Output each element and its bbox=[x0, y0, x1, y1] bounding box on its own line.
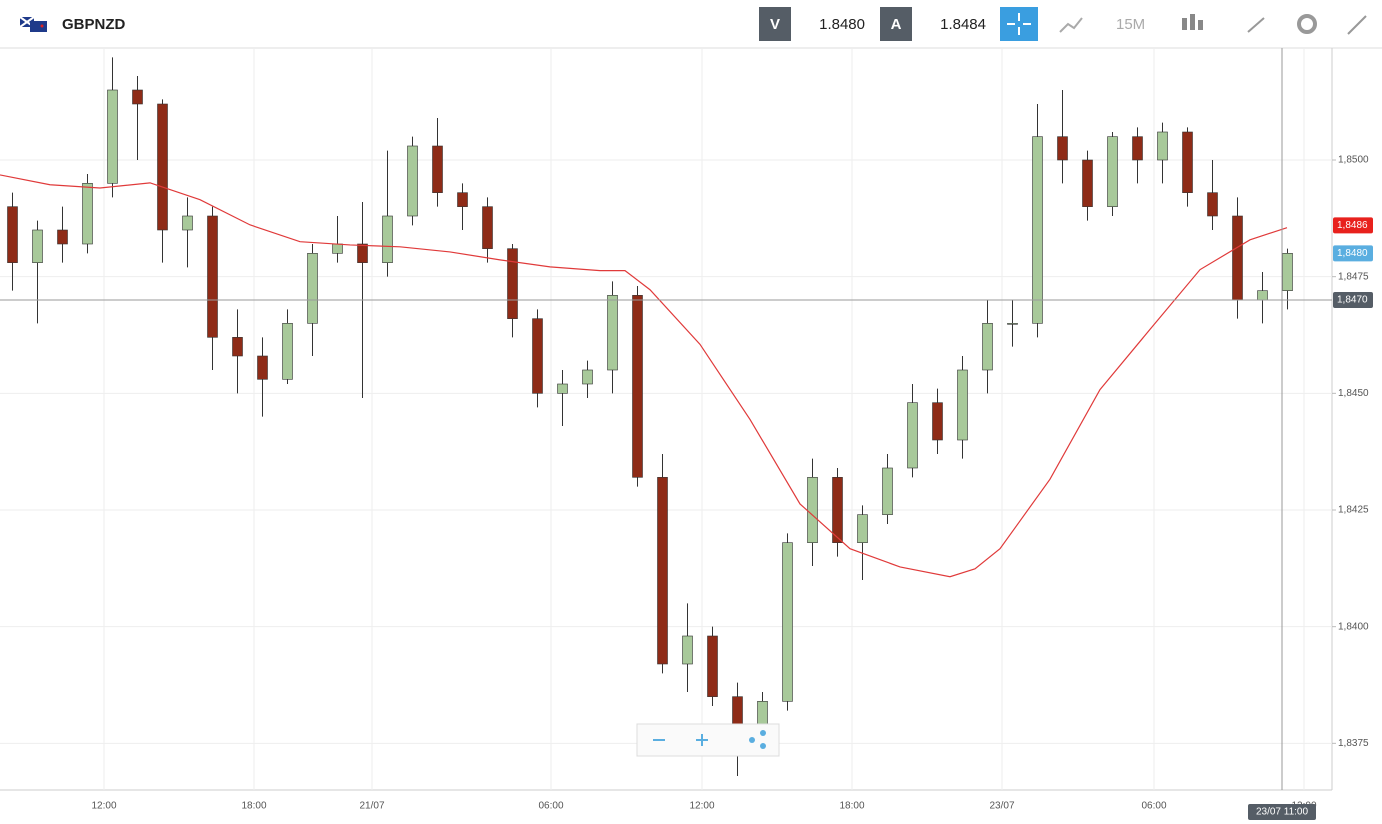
candle-body bbox=[132, 89, 143, 105]
candle-body bbox=[857, 514, 868, 543]
candle-body bbox=[782, 542, 793, 702]
candle-body bbox=[1282, 253, 1293, 291]
candle-body bbox=[1207, 192, 1218, 217]
candle-body bbox=[357, 243, 368, 263]
candle-body bbox=[982, 323, 993, 371]
y-tick-label: 1,8475 bbox=[1338, 271, 1369, 282]
candle-body bbox=[57, 229, 68, 245]
candle-body bbox=[107, 89, 118, 184]
sell-label: V bbox=[770, 16, 780, 33]
candle-body bbox=[1007, 323, 1018, 325]
y-tick-label: 1,8450 bbox=[1338, 388, 1369, 399]
y-tick-label: 1,8500 bbox=[1338, 155, 1369, 166]
settings-button[interactable] bbox=[1297, 14, 1317, 34]
chart-type-button[interactable] bbox=[1182, 14, 1203, 30]
candle-body bbox=[407, 145, 418, 217]
ask-price: 1.8484 bbox=[940, 16, 986, 33]
candle-body bbox=[1032, 136, 1043, 324]
x-tick-label: 23/07 bbox=[989, 801, 1014, 812]
flag bbox=[19, 16, 47, 32]
share[interactable] bbox=[749, 730, 766, 749]
candle-body bbox=[957, 369, 968, 441]
candle-body bbox=[907, 402, 918, 469]
candle-body bbox=[257, 355, 268, 380]
zoom-controls bbox=[636, 723, 780, 757]
candle-body bbox=[482, 206, 493, 249]
candle-body bbox=[82, 183, 93, 245]
candle-body bbox=[157, 103, 168, 231]
indicator-button[interactable] bbox=[1059, 17, 1083, 33]
candle-body bbox=[1082, 159, 1093, 207]
candle-body bbox=[1182, 131, 1193, 193]
y-tick-label: 1,8375 bbox=[1338, 738, 1369, 749]
candle-body bbox=[1157, 131, 1168, 161]
candle-body bbox=[1057, 136, 1068, 161]
draw-button[interactable] bbox=[1247, 17, 1265, 33]
x-tick-label: 18:00 bbox=[241, 801, 266, 812]
crosshair-time-label: 23/07 11:00 bbox=[1256, 807, 1309, 818]
y-tick-label: 1,8400 bbox=[1338, 621, 1369, 632]
candle-body bbox=[657, 477, 668, 665]
candle-body bbox=[557, 383, 568, 394]
candle-body bbox=[457, 192, 468, 207]
candle-body bbox=[182, 215, 193, 231]
zoom-in[interactable] bbox=[696, 734, 708, 746]
sell-button[interactable] bbox=[759, 7, 791, 41]
candle-body bbox=[532, 318, 543, 394]
candle-body bbox=[507, 248, 518, 319]
candle-body bbox=[32, 229, 43, 263]
candle-body bbox=[307, 253, 318, 324]
candle-body bbox=[707, 635, 718, 697]
x-tick-label: 12:00 bbox=[91, 801, 116, 812]
price-tag-label: 1,8486 bbox=[1337, 220, 1368, 231]
toolbar bbox=[0, 0, 1382, 48]
candle-body bbox=[932, 402, 943, 441]
candle-body bbox=[282, 323, 293, 380]
x-tick-label: 21/07 bbox=[359, 801, 384, 812]
x-tick-label: 06:00 bbox=[1141, 801, 1166, 812]
symbol: GBPNZD bbox=[62, 16, 126, 33]
candle-body bbox=[632, 295, 643, 478]
candle-body bbox=[1232, 215, 1243, 301]
candle-body bbox=[432, 145, 443, 193]
crosshair-price bbox=[1333, 292, 1373, 308]
price-tag bbox=[1333, 217, 1373, 234]
candle-body bbox=[882, 467, 893, 515]
crosshair-button[interactable] bbox=[1000, 7, 1038, 41]
crosshair-price-label: 1,8470 bbox=[1337, 295, 1368, 306]
x-tick-label: 18:00 bbox=[839, 801, 864, 812]
timeframe[interactable]: 15M bbox=[1116, 16, 1145, 33]
x-tick-label: 12:00 bbox=[689, 801, 714, 812]
candle-body bbox=[1107, 136, 1118, 207]
candle-body bbox=[7, 206, 18, 263]
crosshair-icon bbox=[1007, 13, 1031, 35]
candle-body bbox=[232, 337, 243, 357]
y-tick-label: 1,8425 bbox=[1338, 505, 1369, 516]
crosshair-time bbox=[1248, 804, 1316, 820]
candle-body bbox=[1132, 136, 1143, 161]
candle-body bbox=[382, 215, 393, 263]
candle-body bbox=[682, 635, 693, 665]
price-tag-label: 1,8480 bbox=[1337, 248, 1368, 259]
candle-body bbox=[807, 477, 818, 543]
candle-body bbox=[332, 243, 343, 254]
buy-button[interactable] bbox=[880, 7, 912, 41]
x-tick-label: 06:00 bbox=[538, 801, 563, 812]
candle-body bbox=[832, 477, 843, 543]
fullscreen-button[interactable] bbox=[1347, 15, 1367, 35]
buy-label: A bbox=[891, 16, 902, 33]
bid-price: 1.8480 bbox=[819, 16, 865, 33]
candle-body bbox=[1257, 290, 1268, 301]
candle-body bbox=[207, 215, 218, 338]
candle-body bbox=[607, 295, 618, 371]
candle-body bbox=[582, 369, 593, 385]
price-tag bbox=[1333, 245, 1373, 262]
moving-average-line bbox=[0, 174, 1288, 578]
